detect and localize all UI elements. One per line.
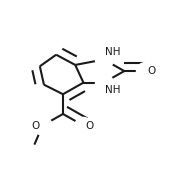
Text: O: O [86,121,94,131]
Text: O: O [32,121,40,131]
Text: O: O [147,66,155,76]
Text: NH: NH [105,47,121,57]
Text: NH: NH [105,85,121,95]
